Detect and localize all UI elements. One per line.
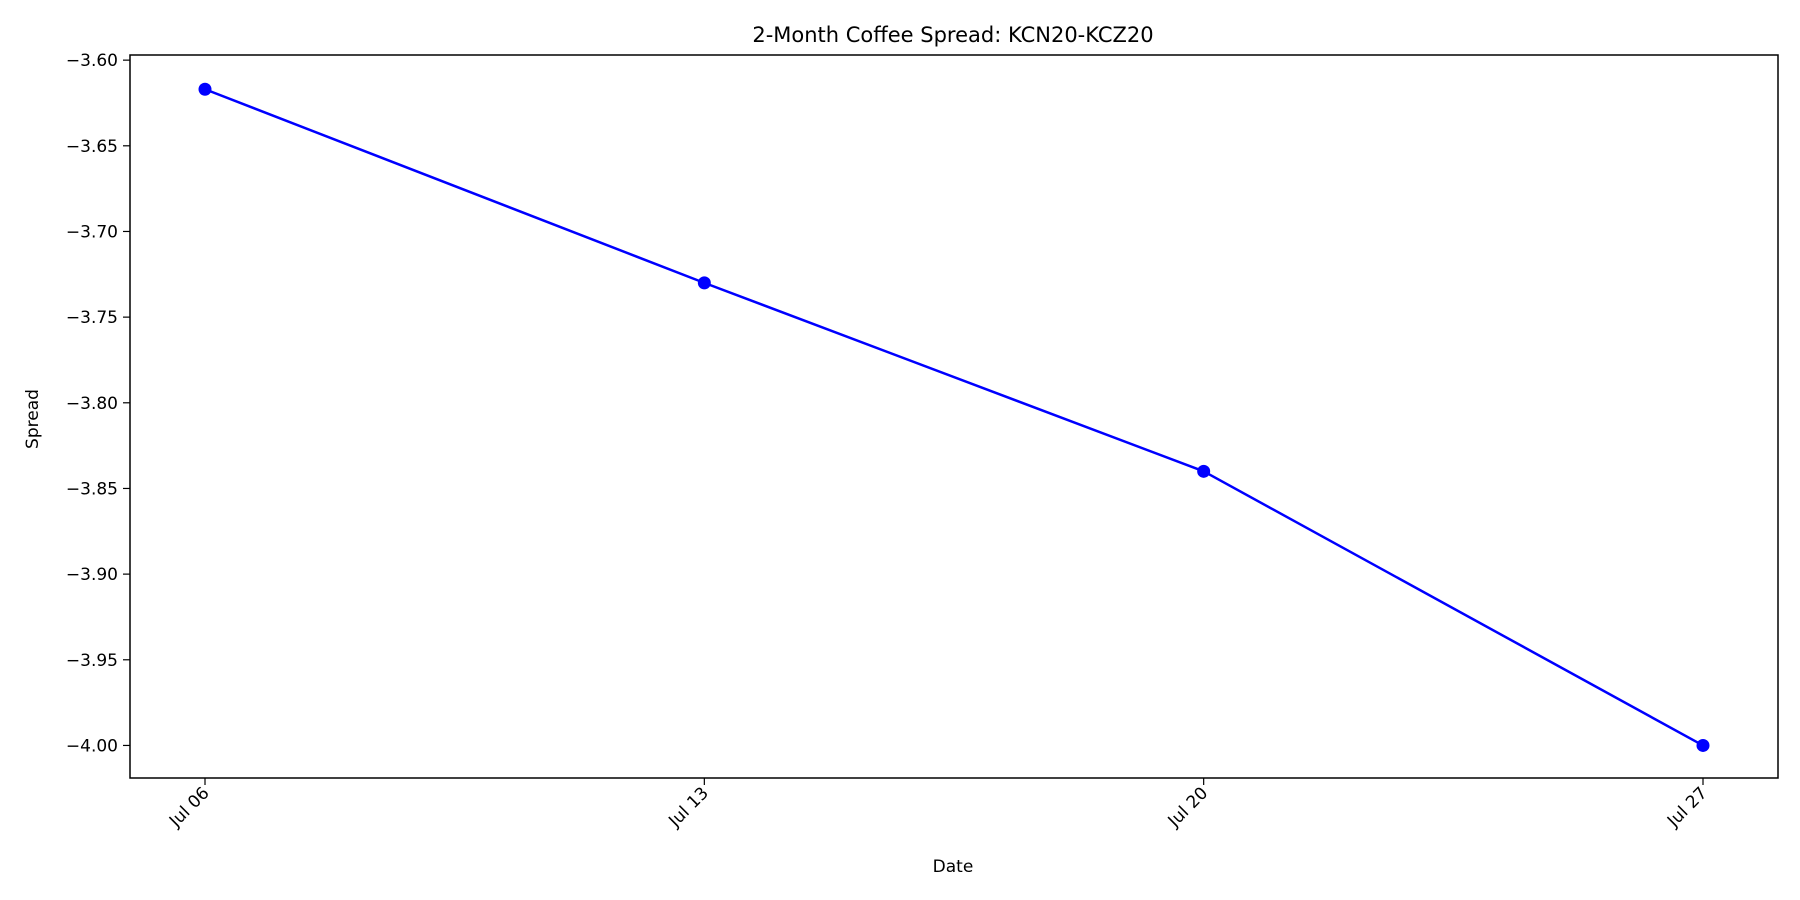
y-tick-label: −3.90 — [66, 565, 118, 585]
y-tick-label: −3.75 — [66, 308, 118, 328]
y-tick-label: −3.60 — [66, 51, 118, 71]
data-point — [1197, 464, 1211, 478]
data-point — [697, 276, 711, 290]
data-point — [1696, 738, 1710, 752]
plot-frame — [129, 54, 1779, 779]
data-point — [198, 82, 212, 96]
chart-title: 2-Month Coffee Spread: KCN20-KCZ20 — [752, 23, 1153, 47]
y-tick-label: −3.65 — [66, 137, 118, 157]
y-tick-label: −3.85 — [66, 479, 118, 499]
y-axis-label: Spread — [23, 389, 43, 449]
y-axis-ticks: −3.60 −3.65 −3.70 −3.75 −3.80 −3.85 −3.90 −3.95… — [66, 51, 130, 756]
y-tick-label: −3.95 — [66, 651, 118, 671]
y-tick-label: −4.00 — [66, 736, 118, 756]
y-tick-label: −3.70 — [66, 222, 118, 242]
y-tick-label: −3.80 — [66, 394, 118, 414]
x-axis-label: Date — [933, 857, 974, 877]
series-layer — [198, 82, 1710, 752]
series-line — [204, 88, 1704, 747]
